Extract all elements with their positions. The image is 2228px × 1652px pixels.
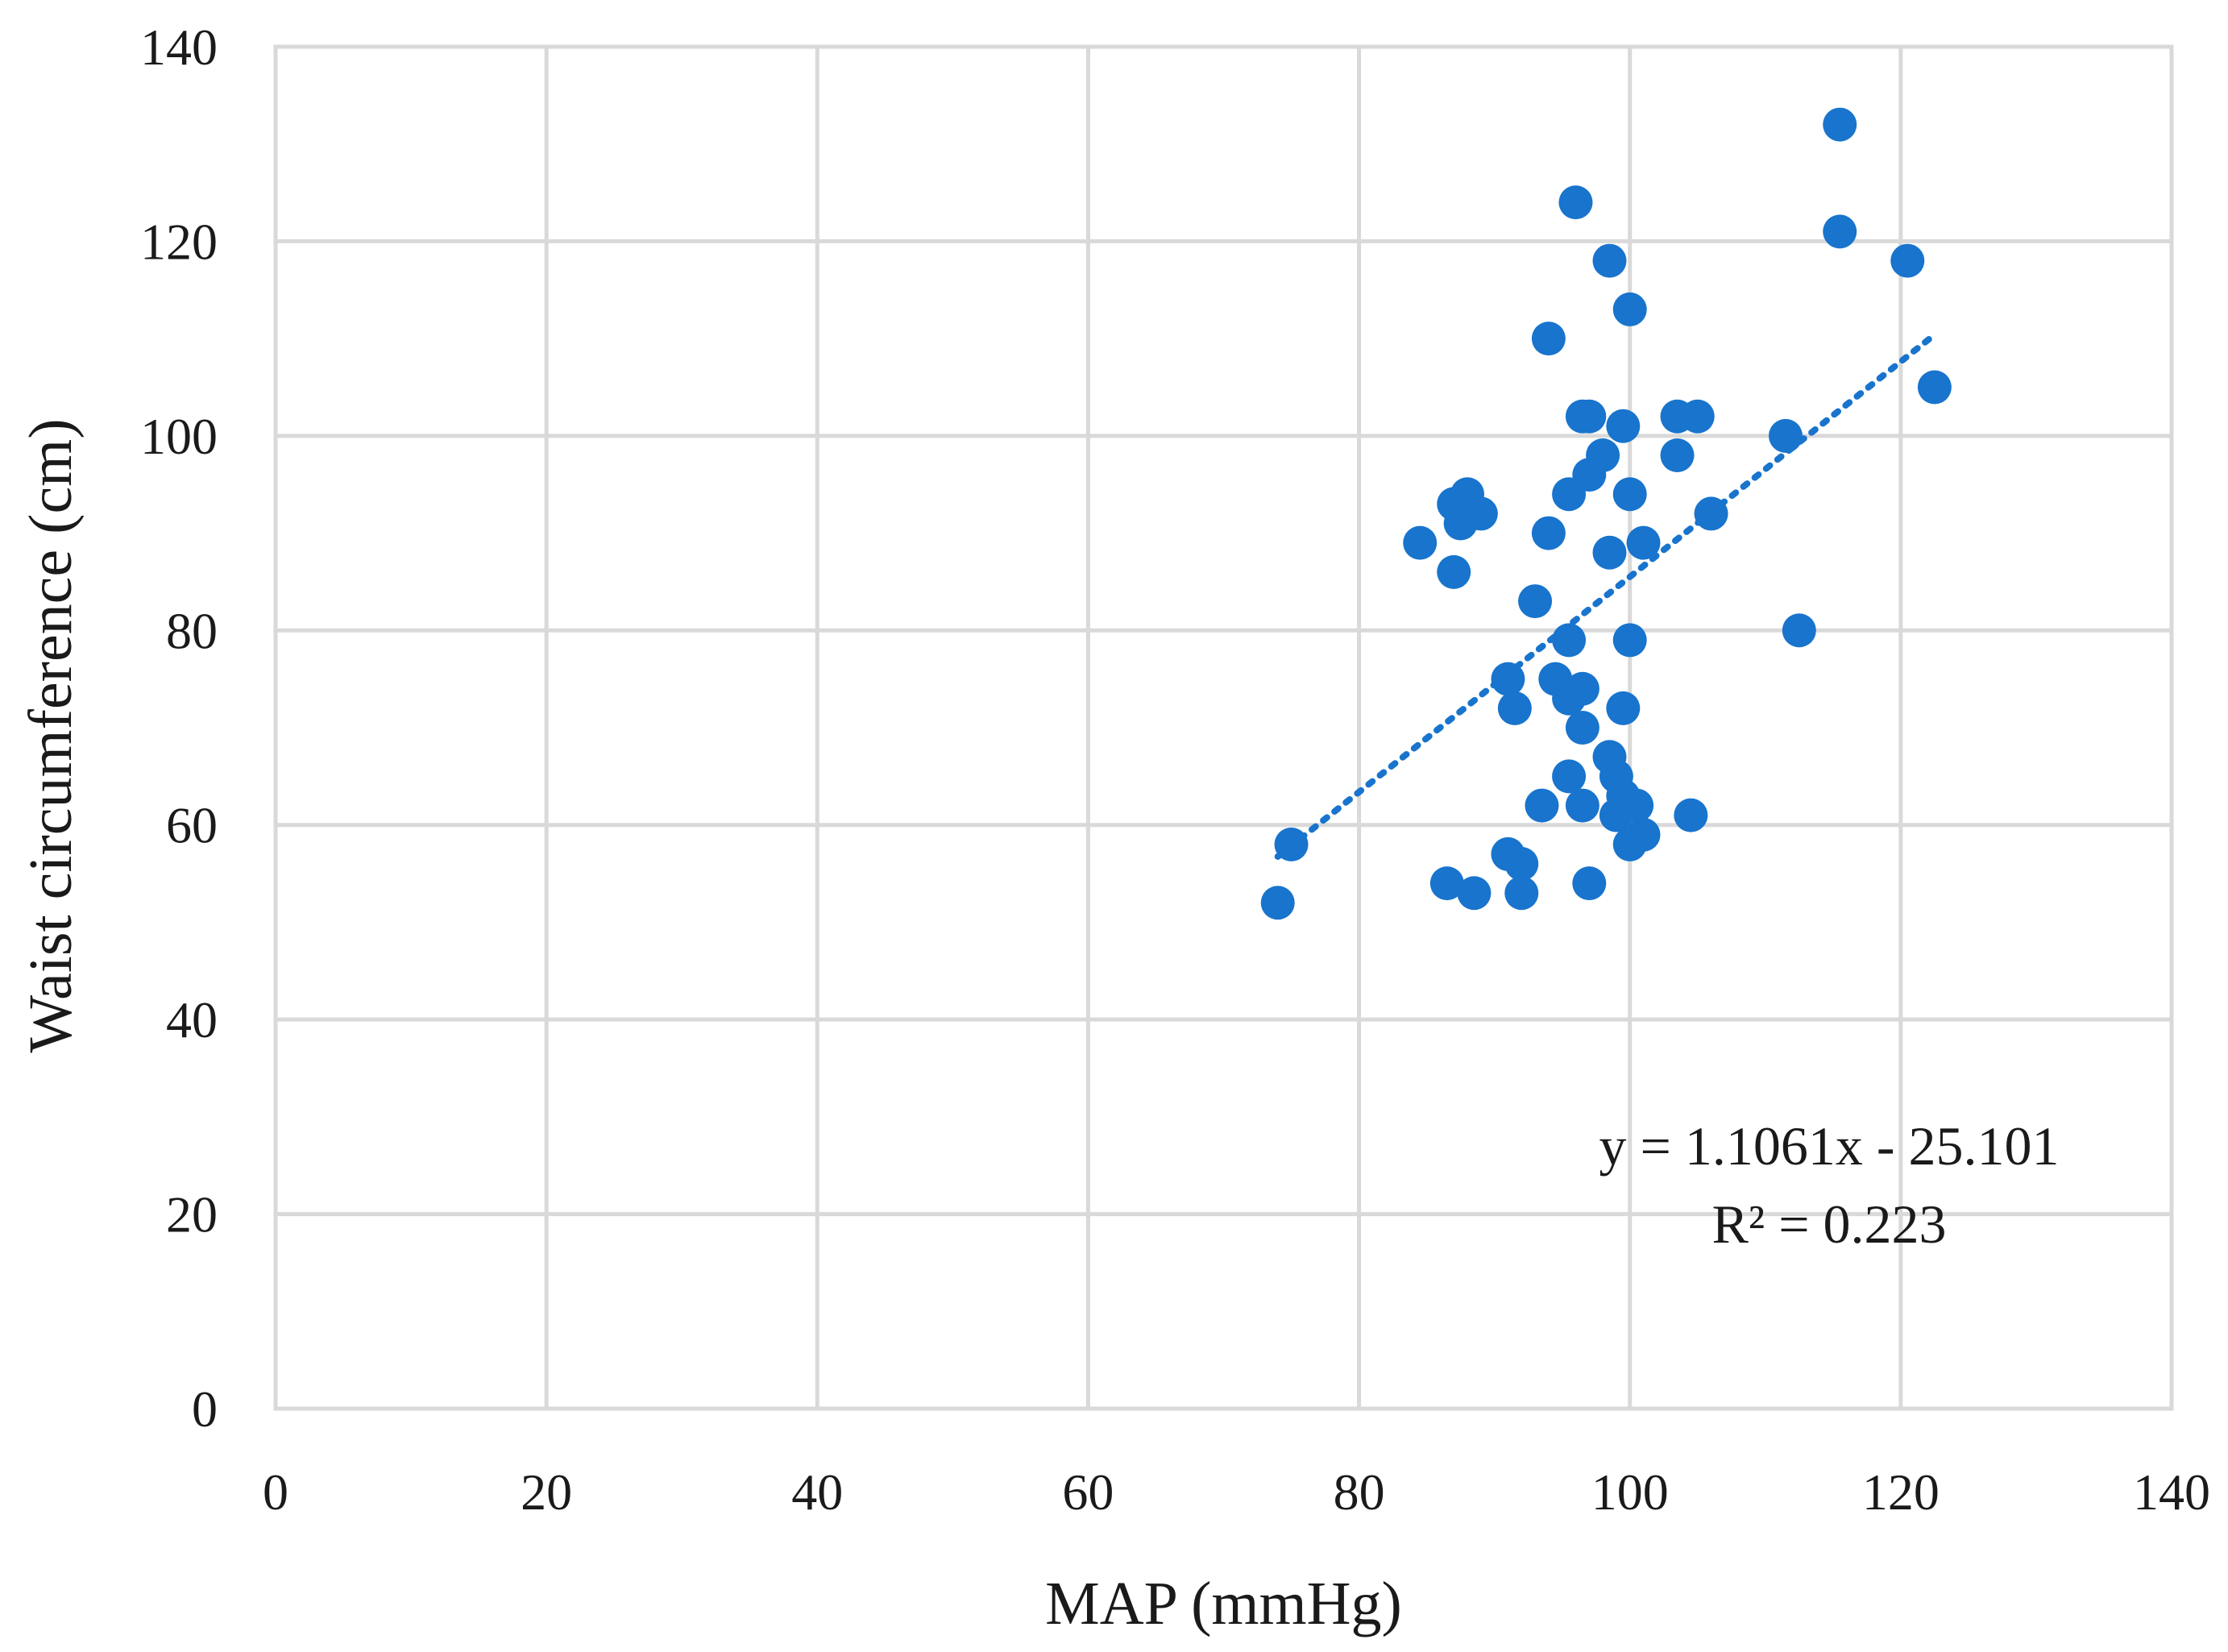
grid (273, 44, 2174, 1411)
data-point (1890, 243, 1925, 278)
data-point (1823, 107, 1857, 142)
data-point (1612, 477, 1647, 512)
data-point (1531, 322, 1566, 356)
y-tick-label: 0 (192, 1380, 218, 1438)
y-tick-label: 40 (166, 991, 218, 1048)
data-point (1572, 866, 1607, 901)
data-point (1592, 243, 1627, 278)
x-axis-ticks: 0 20 40 60 80 100 120 140 (263, 1463, 2210, 1521)
data-point (1612, 623, 1647, 658)
data-point (1518, 584, 1553, 619)
data-point (1612, 827, 1647, 861)
data-point (1626, 525, 1661, 560)
x-tick-label: 100 (1591, 1463, 1669, 1521)
x-tick-label: 0 (263, 1463, 288, 1521)
data-point (1429, 866, 1464, 901)
data-point (1443, 506, 1478, 541)
y-tick-label: 60 (166, 797, 218, 854)
data-point (1917, 370, 1952, 405)
data-point (1592, 535, 1627, 570)
data-points (1260, 107, 1952, 920)
data-point (1552, 759, 1587, 794)
x-axis-title: MAP (mmHg) (1045, 1570, 1402, 1637)
y-tick-label: 80 (166, 602, 218, 659)
y-tick-label: 120 (140, 213, 218, 270)
data-point (1525, 788, 1559, 823)
data-point (1552, 681, 1587, 716)
x-tick-label: 60 (1062, 1463, 1114, 1521)
data-point (1403, 525, 1438, 560)
data-point (1612, 292, 1647, 326)
data-point (1491, 662, 1525, 696)
data-point (1599, 798, 1633, 832)
plot-area (273, 44, 2174, 1411)
data-point (1504, 847, 1539, 881)
data-point (1565, 711, 1599, 745)
data-point (1606, 691, 1641, 725)
data-point (1680, 399, 1715, 434)
data-point (1694, 496, 1728, 531)
data-point (1552, 623, 1587, 658)
x-tick-label: 140 (2133, 1463, 2210, 1521)
data-point (1674, 798, 1708, 832)
data-point (1572, 399, 1607, 434)
data-point (1606, 409, 1641, 443)
data-point (1768, 418, 1803, 453)
y-axis-ticks: 0 20 40 60 80 100 120 140 (140, 19, 218, 1438)
data-point (1823, 214, 1857, 249)
x-tick-label: 40 (791, 1463, 843, 1521)
data-point (1782, 613, 1816, 648)
x-tick-label: 80 (1334, 1463, 1385, 1521)
data-point (1497, 691, 1532, 725)
data-point (1660, 438, 1695, 472)
data-point (1260, 886, 1295, 920)
y-tick-label: 100 (140, 408, 218, 465)
trendline-equation: y = 1.1061x - 25.101 (1599, 1115, 2060, 1177)
data-point (1437, 554, 1471, 589)
data-point (1552, 477, 1587, 512)
x-tick-label: 120 (1862, 1463, 1940, 1521)
y-axis-title: Waist circumference (cm) (17, 418, 85, 1052)
y-tick-label: 140 (140, 19, 218, 76)
data-point (1565, 788, 1599, 823)
data-point (1504, 876, 1539, 911)
trend-line (1274, 331, 1938, 860)
data-point (1457, 876, 1492, 911)
data-point (1558, 185, 1593, 220)
data-point (1274, 827, 1309, 861)
data-point (1531, 516, 1566, 550)
y-tick-label: 20 (166, 1186, 218, 1243)
trendline-r-squared: R² = 0.223 (1711, 1193, 1946, 1255)
x-tick-label: 20 (521, 1463, 572, 1521)
